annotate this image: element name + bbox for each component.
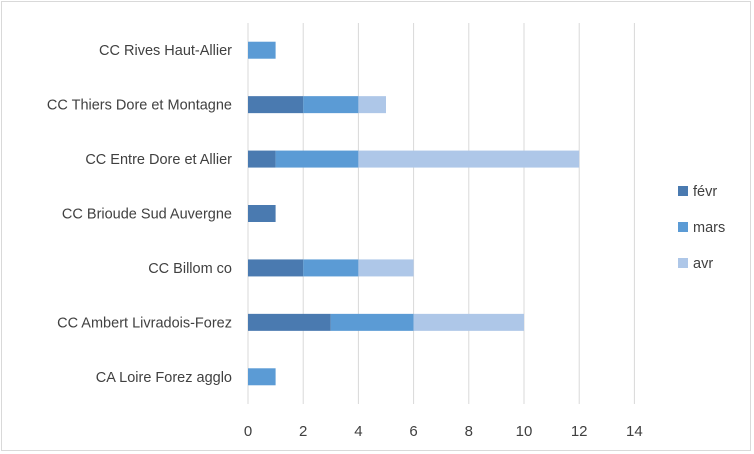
bar-mars-1 xyxy=(303,96,359,114)
category-label: CC Brioude Sud Auvergne xyxy=(62,207,232,223)
bar-févr-2 xyxy=(248,150,276,168)
category-label: CC Rives Haut-Allier xyxy=(99,43,232,59)
x-tick-label-10: 10 xyxy=(516,423,533,440)
legend-swatch-avr xyxy=(678,258,688,268)
x-tick-label-14: 14 xyxy=(626,423,643,440)
bar-mars-4 xyxy=(303,259,359,277)
bar-avr-5 xyxy=(413,313,524,331)
legend-label-avr: avr xyxy=(693,256,713,272)
legend-label-févr: févr xyxy=(693,184,717,200)
x-tick-label-4: 4 xyxy=(354,423,362,440)
bar-mars-0 xyxy=(248,41,276,59)
bar-avr-4 xyxy=(358,259,414,277)
bar-févr-4 xyxy=(248,259,304,277)
x-tick-label-6: 6 xyxy=(409,423,417,440)
bar-févr-1 xyxy=(248,96,304,114)
bar-avr-2 xyxy=(358,150,580,168)
bar-avr-1 xyxy=(358,96,386,114)
bar-févr-3 xyxy=(248,205,276,222)
x-tick-label-8: 8 xyxy=(465,423,473,440)
x-tick-label-12: 12 xyxy=(571,423,588,440)
bar-févr-5 xyxy=(248,313,331,331)
bar-mars-5 xyxy=(330,313,414,331)
bar-mars-2 xyxy=(275,150,359,168)
bar-mars-6 xyxy=(248,368,276,386)
category-label: CC Billom co xyxy=(148,261,232,277)
legend-swatch-févr xyxy=(678,186,688,196)
category-label: CC Ambert Livradois-Forez xyxy=(57,315,232,331)
category-label: CA Loire Forez agglo xyxy=(96,370,232,386)
category-label: CC Thiers Dore et Montagne xyxy=(47,98,232,114)
x-tick-label-0: 0 xyxy=(244,423,252,440)
x-tick-label-2: 2 xyxy=(299,423,307,440)
category-label: CC Entre Dore et Allier xyxy=(85,152,232,168)
legend-swatch-mars xyxy=(678,222,688,232)
legend-label-mars: mars xyxy=(693,220,725,236)
